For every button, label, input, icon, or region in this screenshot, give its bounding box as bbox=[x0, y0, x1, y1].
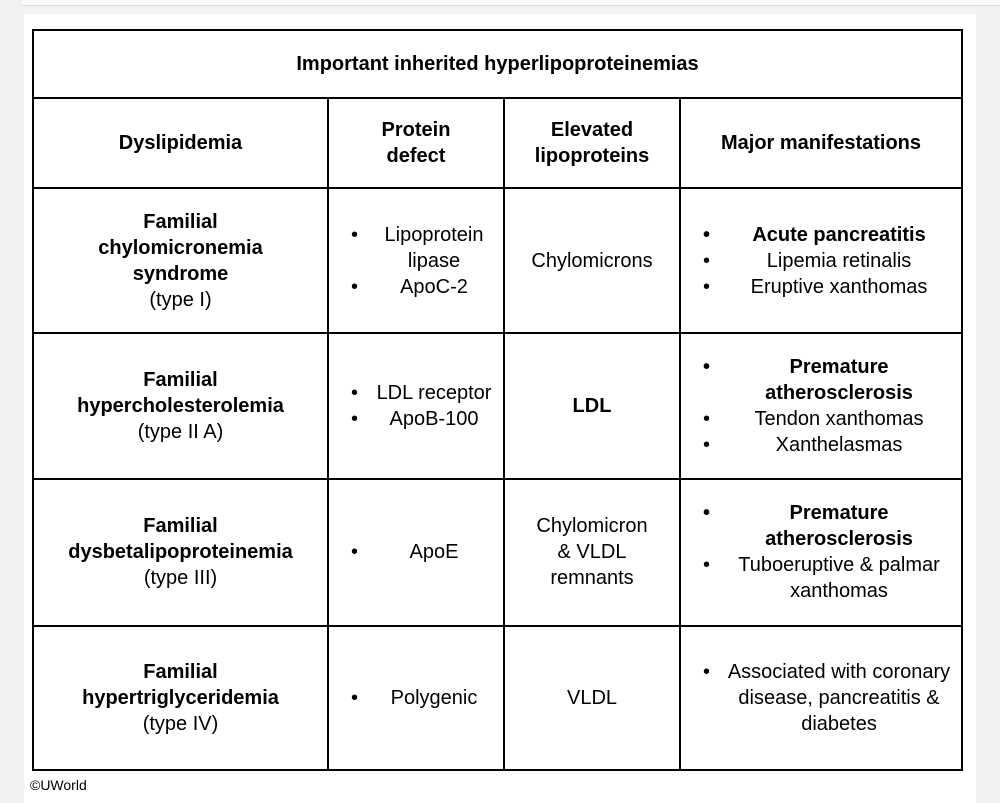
copyright-label: ©UWorld bbox=[30, 777, 87, 793]
list-item: ApoB-100 bbox=[351, 406, 495, 432]
manifestations-cell: Premature atherosclerosis Tendon xanthom… bbox=[678, 331, 964, 481]
header-major-manifestations: Major manifestations bbox=[678, 97, 964, 190]
list-item: Lipemia retinalis bbox=[703, 248, 953, 274]
hyperlipoproteinemia-table: Important inherited hyperlipoproteinemia… bbox=[31, 28, 964, 772]
manifestations-cell: Associated with coronary disease, pancre… bbox=[678, 624, 964, 772]
table-row: Familial dysbetalipoproteinemia (type II… bbox=[32, 478, 964, 627]
manifestations-cell: Acute pancreatitis Lipemia retinalis Eru… bbox=[678, 187, 964, 334]
table-title: Important inherited hyperlipoproteinemia… bbox=[31, 28, 964, 100]
dyslipidemia-cell: Familial dysbetalipoproteinemia (type II… bbox=[32, 478, 329, 627]
list-item: Premature atherosclerosis bbox=[703, 354, 953, 406]
header-elevated-lipoproteins: Elevated lipoproteins bbox=[503, 97, 681, 190]
protein-defect-cell: ApoE bbox=[327, 478, 505, 627]
table-row: Familial hypercholesterolemia (type II A… bbox=[32, 331, 964, 481]
top-scrollbar-area bbox=[22, 0, 1000, 6]
header-protein-defect: Protein defect bbox=[327, 97, 505, 190]
list-item: Tuboeruptive & palmar xanthomas bbox=[703, 552, 953, 604]
list-item: Polygenic bbox=[351, 685, 495, 711]
list-item: Eruptive xanthomas bbox=[703, 274, 953, 300]
list-item: Associated with coronary disease, pancre… bbox=[703, 659, 953, 737]
dyslipidemia-cell: Familial chylomicronemia syndrome (type … bbox=[32, 187, 329, 334]
protein-defect-cell: Lipoprotein lipase ApoC-2 bbox=[327, 187, 505, 334]
list-item: Xanthelasmas bbox=[703, 432, 953, 458]
lipoproteins-cell: LDL bbox=[503, 331, 681, 481]
manifestations-cell: Premature atherosclerosis Tuboeruptive &… bbox=[678, 478, 964, 627]
list-item: ApoE bbox=[351, 539, 495, 565]
protein-defect-cell: Polygenic bbox=[327, 624, 505, 772]
table-row: Familial hypertriglyceridemia (type IV) … bbox=[32, 624, 964, 772]
lipoproteins-cell: Chylomicrons bbox=[503, 187, 681, 334]
list-item: LDL receptor bbox=[351, 380, 495, 406]
lipoproteins-cell: Chylomicron & VLDL remnants bbox=[503, 478, 681, 627]
header-dyslipidemia: Dyslipidemia bbox=[32, 97, 329, 190]
list-item: Lipoprotein lipase bbox=[351, 222, 495, 274]
list-item: Acute pancreatitis bbox=[703, 222, 953, 248]
dyslipidemia-cell: Familial hypertriglyceridemia (type IV) bbox=[32, 624, 329, 772]
protein-defect-cell: LDL receptor ApoB-100 bbox=[327, 331, 505, 481]
list-item: ApoC-2 bbox=[351, 274, 495, 300]
list-item: Premature atherosclerosis bbox=[703, 500, 953, 552]
table-row: Familial chylomicronemia syndrome (type … bbox=[32, 187, 964, 334]
lipoproteins-cell: VLDL bbox=[503, 624, 681, 772]
list-item: Tendon xanthomas bbox=[703, 406, 953, 432]
table-title-row: Important inherited hyperlipoproteinemia… bbox=[31, 28, 964, 100]
dyslipidemia-cell: Familial hypercholesterolemia (type II A… bbox=[32, 331, 329, 481]
table-header-row: Dyslipidemia Protein defect Elevated lip… bbox=[32, 97, 964, 190]
